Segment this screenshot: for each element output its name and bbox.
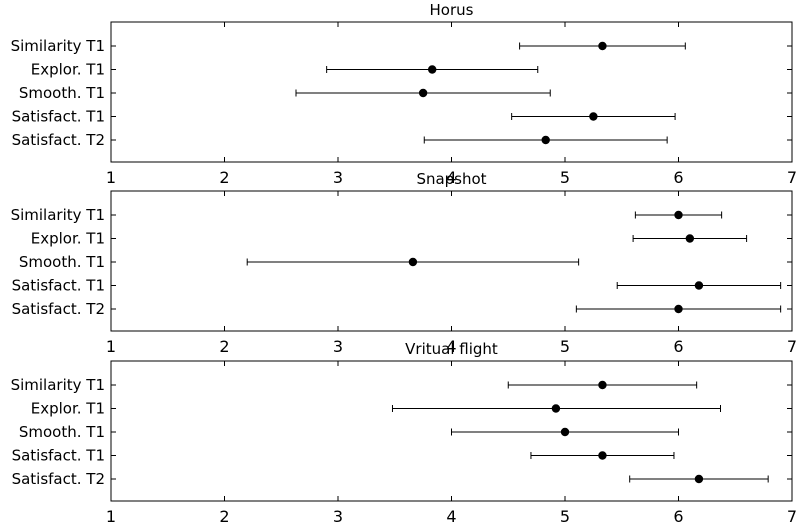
x-tick-label: 6 bbox=[673, 168, 683, 187]
panel-1: Horus 1 2 3 4 5 6 7 Similarity T1 Explor. T1 Smoot… bbox=[11, 1, 798, 187]
plot-frame bbox=[110, 21, 793, 163]
x-tick-label: 5 bbox=[560, 507, 570, 526]
panel-3: Vritual flight 1 2 3 4 5 6 7 Similarity T1 Explor… bbox=[11, 340, 798, 526]
x-tick-label: 3 bbox=[333, 168, 343, 187]
data-point bbox=[541, 135, 550, 145]
plot-frame bbox=[110, 190, 793, 332]
x-tick-label: 3 bbox=[333, 507, 343, 526]
panel-2: Snapshot 1 2 3 4 5 6 7 Similarity T1 Explor. T1 Sm… bbox=[11, 170, 798, 356]
data-point bbox=[408, 257, 418, 267]
data-point bbox=[674, 210, 683, 220]
y-tick-label: Explor. T1 bbox=[31, 400, 105, 418]
data-point bbox=[418, 88, 428, 98]
x-tick-label: 4 bbox=[446, 507, 456, 526]
panel-title: Snapshot bbox=[416, 170, 486, 188]
y-tick-label: Similarity T1 bbox=[11, 376, 105, 394]
x-tick-label: 4 bbox=[446, 337, 456, 356]
data-point bbox=[560, 427, 570, 437]
panel-title: Horus bbox=[430, 1, 474, 19]
y-tick-label: Satisfact. T1 bbox=[12, 447, 105, 465]
data-point bbox=[694, 281, 704, 290]
data-point bbox=[428, 65, 437, 74]
y-tick-label: Explor. T1 bbox=[31, 230, 105, 248]
data-point bbox=[598, 380, 607, 390]
x-tick-label: 2 bbox=[219, 168, 229, 187]
y-tick-label: Satisfact. T2 bbox=[12, 300, 105, 318]
data-point bbox=[598, 41, 607, 51]
x-tick-label: 1 bbox=[106, 337, 116, 356]
x-tick-label: 5 bbox=[560, 168, 570, 187]
y-tick-label: Explor. T1 bbox=[31, 61, 105, 79]
data-point bbox=[694, 474, 704, 484]
data-point bbox=[674, 304, 683, 314]
y-tick-label: Similarity T1 bbox=[11, 37, 105, 55]
data-point bbox=[551, 404, 561, 413]
x-tick-label: 1 bbox=[106, 168, 116, 187]
y-tick-label: Satisfact. T2 bbox=[12, 470, 105, 488]
y-tick-label: Satisfact. T2 bbox=[12, 131, 105, 149]
y-tick-label: Smooth. T1 bbox=[19, 84, 105, 102]
x-tick-label: 4 bbox=[446, 168, 456, 187]
x-tick-label: 6 bbox=[673, 507, 683, 526]
x-tick-label: 7 bbox=[787, 337, 797, 356]
x-tick-label: 1 bbox=[106, 507, 116, 526]
y-tick-label: Satisfact. T1 bbox=[12, 277, 105, 295]
y-tick-label: Similarity T1 bbox=[11, 206, 105, 224]
x-tick-label: 2 bbox=[219, 507, 229, 526]
x-tick-label: 5 bbox=[560, 337, 570, 356]
y-tick-label: Smooth. T1 bbox=[19, 423, 105, 441]
x-tick-label: 6 bbox=[673, 337, 683, 356]
data-point bbox=[589, 112, 598, 121]
y-tick-label: Smooth. T1 bbox=[19, 253, 105, 271]
x-tick-label: 2 bbox=[219, 337, 229, 356]
data-point bbox=[685, 234, 695, 243]
data-point bbox=[598, 451, 607, 460]
x-tick-label: 7 bbox=[787, 168, 797, 187]
panel-title: Vritual flight bbox=[405, 340, 498, 358]
x-tick-label: 7 bbox=[787, 507, 797, 526]
x-tick-label: 3 bbox=[333, 337, 343, 356]
y-tick-label: Satisfact. T1 bbox=[12, 108, 105, 126]
